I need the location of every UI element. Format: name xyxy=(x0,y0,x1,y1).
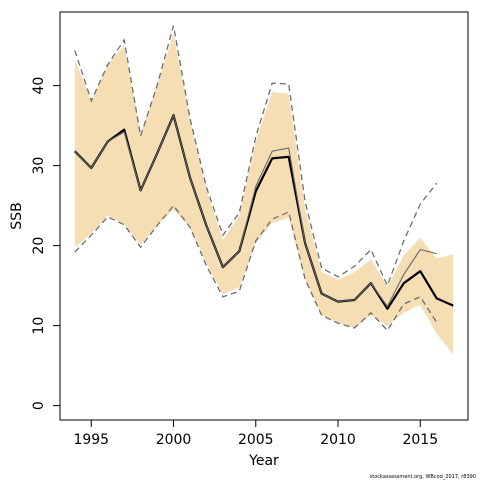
x-tick-label: 2010 xyxy=(320,432,356,448)
previous-lower-line xyxy=(74,204,438,332)
y-tick-label: 30 xyxy=(31,157,47,175)
x-tick-label: 2015 xyxy=(402,432,438,448)
x-tick-label: 2005 xyxy=(238,432,274,448)
x-tick-label: 2000 xyxy=(156,432,192,448)
footer-credit: stockassessment.org, WBcod_2017, r8390 xyxy=(370,474,476,480)
y-tick-label: 40 xyxy=(31,77,47,95)
x-axis: 1995 2000 2005 2010 2015 xyxy=(73,419,438,448)
y-tick-label: 10 xyxy=(31,317,47,335)
previous-estimate-line xyxy=(74,114,437,307)
x-tick-label: 1995 xyxy=(73,432,109,448)
y-tick-label: 0 xyxy=(31,401,47,410)
confidence-band xyxy=(74,33,454,355)
y-axis-title: SSB xyxy=(9,202,25,229)
y-tick-label: 20 xyxy=(31,237,47,255)
previous-upper-line xyxy=(74,25,438,288)
y-axis: 0 10 20 30 40 xyxy=(31,77,61,410)
plot-area xyxy=(74,25,454,355)
x-axis-title: Year xyxy=(248,453,279,469)
